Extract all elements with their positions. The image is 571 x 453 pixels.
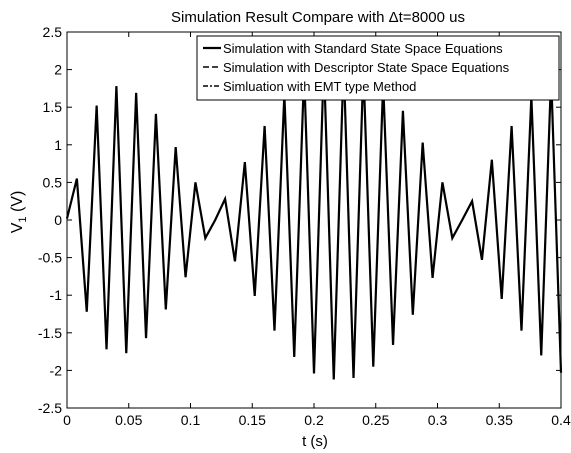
y-tick-label: 2 — [54, 62, 62, 78]
y-tick-label: -2.5 — [38, 400, 62, 416]
y-axis-label: V1 (V) — [9, 191, 29, 234]
y-tick-label: -1.5 — [38, 325, 62, 341]
x-tick-label: 0 — [63, 412, 71, 428]
x-tick-label: 0.25 — [362, 412, 389, 428]
y-tick-label: 1.5 — [43, 99, 63, 115]
legend-entry-label: Simluation with EMT type Method — [223, 79, 416, 94]
x-tick-label: 0.05 — [115, 412, 142, 428]
plot-area — [65, 62, 563, 380]
y-tick-label: -0.5 — [38, 250, 62, 266]
x-tick-label: 0.4 — [551, 412, 571, 428]
y-axis-label-main: V — [9, 222, 26, 233]
y-axis-label-subscript: 1 — [17, 216, 29, 222]
y-tick-label: -1 — [50, 287, 63, 303]
x-tick-label: 0.35 — [486, 412, 513, 428]
chart-title: Simulation Result Compare with Δt=8000 u… — [171, 9, 465, 26]
legend: Simulation with Standard State Space Equ… — [196, 35, 560, 101]
y-tick-label: -2 — [50, 362, 63, 378]
x-tick-label: 0.3 — [428, 412, 448, 428]
x-axis-label: t (s) — [302, 433, 328, 450]
x-tick-label: 0.2 — [304, 412, 324, 428]
y-tick-label: 0 — [54, 212, 62, 228]
x-tick-label: 0.1 — [181, 412, 201, 428]
y-tick-label: 1 — [54, 137, 62, 153]
legend-box — [196, 35, 560, 101]
legend-entry-label: Simulation with Standard State Space Equ… — [223, 41, 503, 56]
y-tick-label: 2.5 — [43, 24, 63, 40]
y-axis-label-unit: (V) — [9, 191, 26, 217]
legend-entry-label: Simulation with Descriptor State Space E… — [223, 60, 510, 75]
series-line-3 — [66, 62, 562, 380]
x-tick-label: 0.15 — [239, 412, 266, 428]
y-tick-label: 0.5 — [43, 174, 63, 190]
